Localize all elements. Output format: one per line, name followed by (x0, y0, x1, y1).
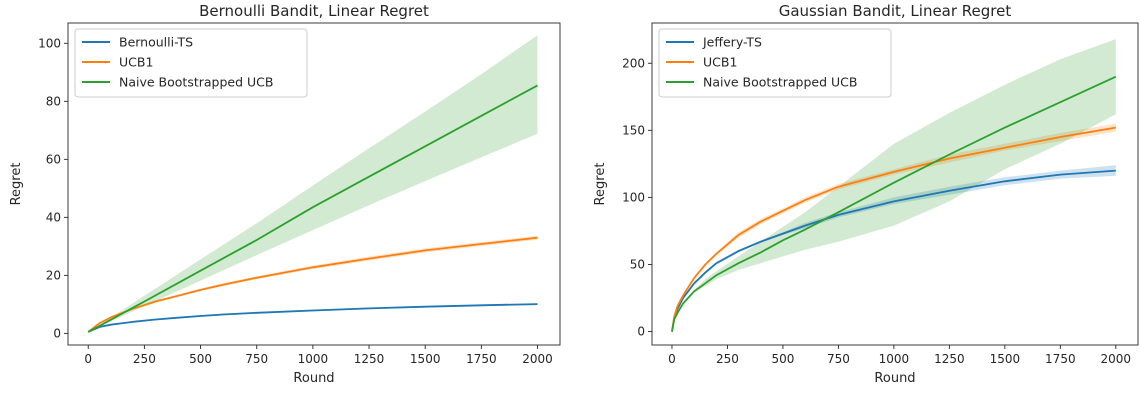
y-tick-label: 40 (46, 210, 61, 224)
y-tick-label: 80 (46, 94, 61, 108)
x-tick-label: 250 (133, 352, 156, 366)
series-line-jeffery-ts (671, 169, 1116, 332)
series-line-bernoulli-ts (87, 303, 538, 333)
legend: Bernoulli-TS UCB1 Naive Bootstrapped UCB (74, 28, 308, 98)
x-tick-label: 2000 (522, 352, 553, 366)
series-line-ucb1 (671, 126, 1116, 332)
legend-box (74, 28, 308, 98)
legend-label-ucb1: UCB1 (703, 55, 737, 70)
chart-title: Gaussian Bandit, Linear Regret (779, 2, 1012, 20)
x-tick-label: 0 (668, 352, 676, 366)
x-tick-label: 750 (245, 352, 268, 366)
confidence-band-naive-bootstrapped-ucb (672, 39, 1116, 332)
x-tick-label: 1500 (410, 352, 441, 366)
legend-label-naive-bootstrapped-ucb: Naive Bootstrapped UCB (119, 75, 273, 90)
x-tick-label: 250 (716, 352, 739, 366)
x-tick-label: 750 (827, 352, 850, 366)
x-tick-label: 1500 (990, 352, 1021, 366)
plot-frame (651, 22, 1139, 346)
x-tick-label: 1000 (879, 352, 910, 366)
chart-title: Bernoulli Bandit, Linear Regret (199, 2, 429, 20)
x-tick-label: 1750 (1045, 352, 1076, 366)
x-tick-label: 2000 (1101, 352, 1132, 366)
x-tick-label: 1250 (354, 352, 385, 366)
y-tick-label: 0 (53, 326, 61, 340)
legend-label-bernoulli-ts: Bernoulli-TS (119, 35, 193, 50)
chart-panel-1: Bernoulli Bandit, Linear Regret 0 250 500 75… (9, 2, 561, 386)
y-tick-label: 0 (637, 325, 645, 339)
y-tick-label: 200 (622, 56, 645, 70)
confidence-band-bernoulli-ts (88, 303, 538, 332)
y-tick-label: 100 (622, 190, 645, 204)
series-line-naive-bootstrapped-ucb (87, 84, 538, 333)
legend-label-naive-bootstrapped-ucb: Naive Bootstrapped UCB (703, 75, 857, 90)
x-tick-label: 500 (771, 352, 794, 366)
confidence-band-jeffery-ts (672, 165, 1116, 332)
y-axis-label: Regret (9, 163, 24, 206)
y-axis-label: Regret (593, 163, 608, 206)
x-tick-label: 1750 (466, 352, 497, 366)
x-tick-label: 500 (189, 352, 212, 366)
legend-label-jeffery-ts: Jeffery-TS (702, 35, 762, 50)
y-tick-label: 20 (46, 268, 61, 282)
x-tick-label: 1250 (934, 352, 965, 366)
y-tick-label: 150 (622, 123, 645, 137)
x-axis-label: Round (293, 371, 334, 386)
y-tick-label: 50 (630, 258, 645, 272)
series-line-naive-bootstrapped-ucb (671, 75, 1117, 332)
series-line-ucb1 (87, 236, 538, 333)
x-tick-label: 1000 (298, 352, 329, 366)
x-axis-label: Round (874, 371, 915, 386)
y-tick-label: 100 (38, 36, 61, 50)
legend: Jeffery-TS UCB1 Naive Bootstrapped UCB (658, 28, 892, 98)
x-tick-label: 0 (84, 352, 92, 366)
confidence-band-ucb1 (88, 235, 538, 332)
y-tick-label: 60 (46, 152, 61, 166)
plot-frame (67, 22, 561, 346)
legend-box (658, 28, 892, 98)
legend-label-ucb1: UCB1 (119, 55, 153, 70)
